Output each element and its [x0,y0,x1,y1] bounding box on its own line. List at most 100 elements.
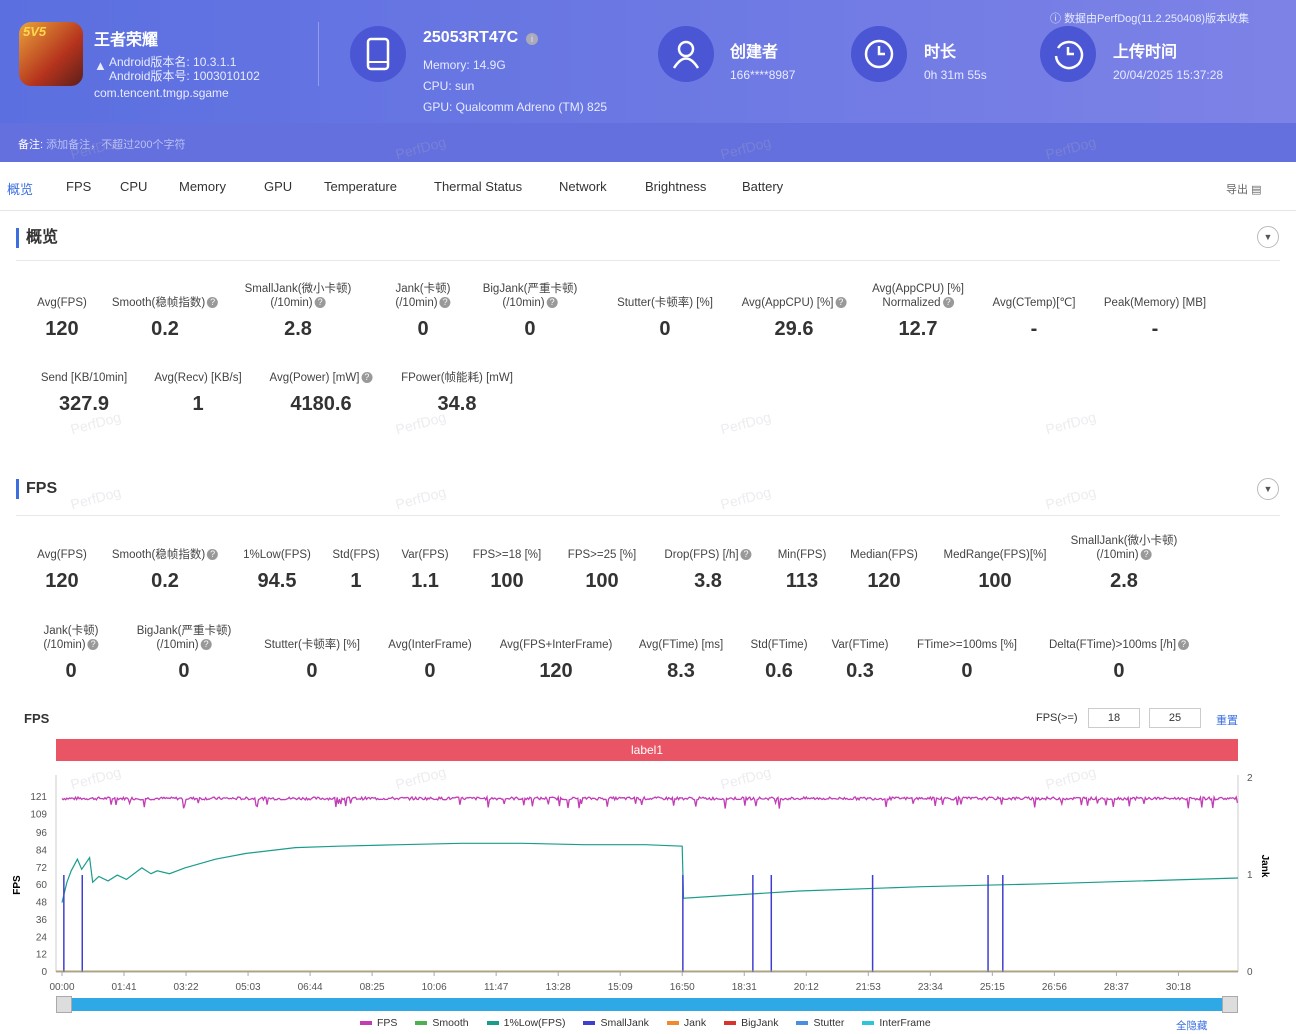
legend-item[interactable]: Smooth [415,1017,469,1029]
legend-swatch-icon [486,1021,499,1026]
help-icon[interactable]: ? [314,297,326,309]
tab-gpu[interactable]: GPU [264,179,293,194]
tab-fps[interactable]: FPS [66,179,92,194]
reset-button[interactable]: 重置 [1216,715,1238,727]
x-tick-label: 23:34 [918,982,943,993]
threshold-label: FPS(>=) [1036,712,1078,724]
metric-value: 0 [65,660,77,682]
tab-memory[interactable]: Memory [179,179,226,194]
help-icon[interactable]: ? [361,372,373,384]
tab-battery[interactable]: Battery [742,179,784,194]
metric: Delta(FTime)>100ms [/h]? 0 [1049,638,1190,683]
metric-label: Jank(卡顿) (/10min)? [43,625,99,651]
tab-brightness[interactable]: Brightness [645,179,707,194]
y-tick-label: 72 [36,863,48,874]
x-tick-label: 16:50 [670,982,695,993]
metric: Smooth(稳帧指数)? 0.2 [112,296,219,341]
upload-label: 上传时间 [1113,44,1178,61]
threshold-input-2[interactable]: 25 [1149,708,1201,728]
metric-label: Std(FPS) [332,549,380,561]
metric-label: Median(FPS) [850,549,918,561]
y-tick-label: 84 [36,846,48,857]
y2-tick-label: 1 [1247,870,1253,881]
help-icon[interactable]: ? [87,639,99,651]
legend-item[interactable]: BigJank [724,1017,778,1029]
legend-item[interactable]: 1%Low(FPS) [486,1017,565,1029]
metric: FPower(帧能耗) [mW] 34.8 [401,371,513,416]
x-tick-label: 05:03 [236,982,261,993]
metric-value: 120 [539,660,573,682]
legend-item[interactable]: Stutter [796,1017,844,1029]
x-tick-label: 25:15 [980,982,1005,993]
export-button[interactable]: 导出 ▤ [1226,184,1262,196]
legend-item[interactable]: InterFrame [862,1017,931,1029]
metric-label: Avg(AppCPU) [%] Normalized? [872,283,964,309]
metric-value: 100 [978,570,1012,592]
help-icon[interactable]: ? [942,297,954,309]
x-tick-label: 26:56 [1042,982,1067,993]
slider-handle-left[interactable] [56,996,72,1013]
metric-value: 12.7 [898,318,938,340]
watermark: PerfDog [718,483,773,513]
tab-temperature[interactable]: Temperature [324,179,397,194]
metric-label: Avg(FPS+InterFrame) [499,639,613,651]
legend-item[interactable]: FPS [360,1017,397,1029]
metric: Min(FPS) 113 [778,548,827,593]
clock-icon [851,26,907,82]
hide-all-button[interactable]: 全隐藏 [1176,1020,1208,1032]
metric-value: 2.8 [1110,570,1138,592]
info-icon[interactable]: i [526,33,538,45]
help-icon[interactable]: ? [546,297,558,309]
watermark: PerfDog [1043,408,1098,438]
metric-label: Avg(FPS) [37,549,87,561]
legend-swatch-icon [666,1021,679,1026]
help-icon[interactable]: ? [835,297,847,309]
tab-cpu[interactable]: CPU [120,179,148,194]
version-name: Android版本名: 10.3.1.1 [109,55,237,69]
export-icon: ▤ [1251,184,1262,196]
package-name: com.tencent.tmgp.sgame [94,86,229,100]
divider [16,260,1280,261]
collapse-fps-icon[interactable]: ▼ [1257,478,1279,500]
help-icon[interactable]: ? [740,549,752,561]
help-icon[interactable]: ? [1140,549,1152,561]
y-tick-label: 24 [36,932,48,943]
header: 5V5 王者荣耀 ▲ Android版本名: 10.3.1.1 Android版… [0,0,1296,123]
legend-swatch-icon [415,1021,428,1026]
device-memory: Memory: 14.9G [423,58,506,72]
help-icon[interactable]: ? [1178,639,1190,651]
metric: Jank(卡顿) (/10min)? 0 [395,282,451,341]
metric-label: Drop(FPS) [/h]? [664,548,752,562]
tab-thermal-status[interactable]: Thermal Status [434,179,523,194]
version-code: Android版本号: 1003010102 [109,69,260,83]
help-icon[interactable]: ? [200,639,212,651]
metric-label: Peak(Memory) [MB] [1103,297,1207,309]
metric-label: Smooth(稳帧指数)? [112,296,219,310]
help-icon[interactable]: ? [207,549,219,561]
metric-value: 100 [490,570,524,592]
threshold-input-1[interactable]: 18 [1088,708,1140,728]
legend-item[interactable]: Jank [666,1017,706,1029]
tab-overview[interactable]: 概览 [7,182,34,197]
metric: Median(FPS) 120 [850,548,918,593]
label-band[interactable]: label1 [56,739,1238,761]
metric-label: Avg(Recv) [KB/s] [154,372,242,384]
slider-handle-right[interactable] [1222,996,1238,1013]
app-icon: 5V5 [19,22,83,86]
note-bar[interactable]: 备注: 添加备注，不超过200个字符 [0,123,1296,162]
help-icon[interactable]: ? [439,297,451,309]
metric: Send [KB/10min] 327.9 [41,371,127,416]
phone-icon [350,26,406,82]
zoom-slider[interactable] [56,996,1238,1013]
legend-item[interactable]: SmallJank [583,1017,649,1029]
metric-value: 3.8 [694,570,722,592]
metric-value: 0 [961,660,973,682]
note-input[interactable]: 添加备注，不超过200个字符 [46,139,186,151]
collapse-overview-icon[interactable]: ▼ [1257,226,1279,248]
legend-swatch-icon [724,1021,737,1026]
tab-network[interactable]: Network [559,179,607,194]
metric-value: 327.9 [58,393,110,415]
metric: FPS>=25 [%] 100 [568,548,636,593]
low1-series-line [61,842,1239,903]
help-icon[interactable]: ? [207,297,219,309]
